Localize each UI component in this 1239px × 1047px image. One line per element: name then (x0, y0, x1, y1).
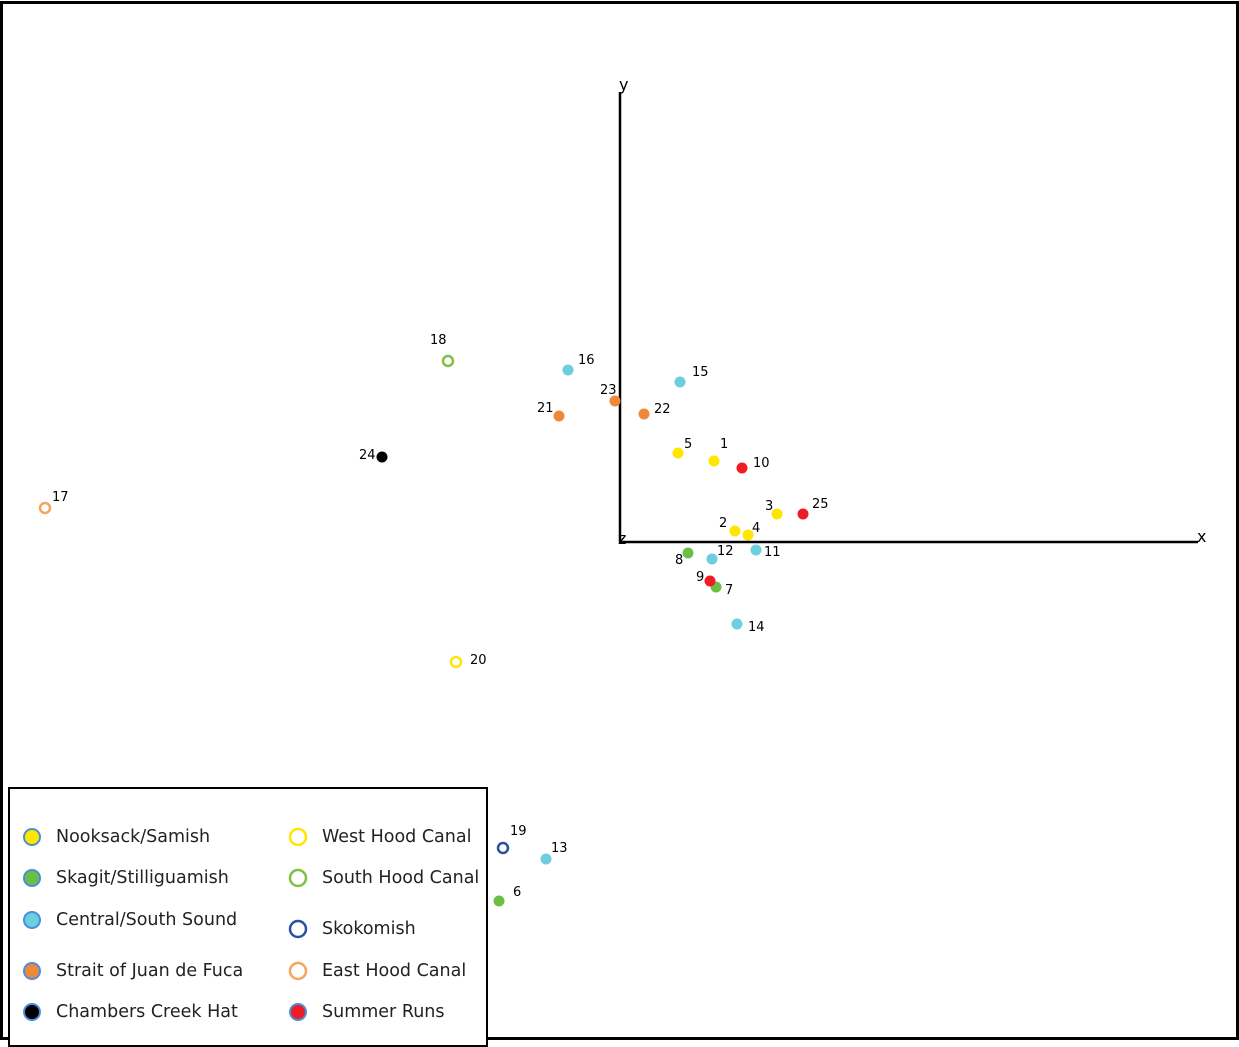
data-point-15 (674, 376, 686, 388)
legend-swatch (288, 919, 308, 939)
axes: y x z (618, 75, 1206, 548)
legend-label: Summer Runs (322, 1002, 445, 1022)
data-point-24 (376, 451, 388, 463)
legend-swatch (288, 961, 308, 981)
data-label-12: 12 (717, 544, 734, 559)
data-label-21: 21 (537, 401, 554, 416)
data-point-12 (706, 553, 718, 565)
data-point-25 (797, 508, 809, 520)
data-point-11 (750, 544, 762, 556)
legend-item: Central/South Sound (22, 908, 237, 932)
data-label-13: 13 (551, 841, 568, 856)
legend-swatch (289, 1003, 307, 1021)
data-point-4 (742, 529, 754, 541)
data-label-24: 24 (359, 448, 376, 463)
legend-item: Chambers Creek Hat (22, 1000, 238, 1024)
data-point-9 (704, 575, 716, 587)
data-label-11: 11 (764, 545, 781, 560)
data-point-17 (38, 501, 52, 515)
data-point-1 (708, 455, 720, 467)
data-label-23: 23 (600, 383, 617, 398)
data-label-4: 4 (752, 521, 760, 536)
legend-swatch (23, 869, 41, 887)
data-label-5: 5 (684, 437, 692, 452)
data-label-16: 16 (578, 353, 595, 368)
legend-swatch (23, 1003, 41, 1021)
data-label-1: 1 (720, 437, 728, 452)
data-point-21 (553, 410, 565, 422)
data-label-10: 10 (753, 456, 770, 471)
data-point-14 (731, 618, 743, 630)
legend-item: Skokomish (288, 917, 416, 941)
legend-label: Nooksack/Samish (56, 827, 211, 847)
data-label-7: 7 (725, 583, 733, 598)
data-label-9: 9 (696, 570, 704, 585)
data-label-14: 14 (748, 620, 765, 635)
legend-label: East Hood Canal (322, 961, 467, 981)
legend-swatch (23, 962, 41, 980)
legend-item: South Hood Canal (288, 866, 479, 890)
data-point-16 (562, 364, 574, 376)
legend-label: Central/South Sound (56, 910, 238, 930)
data-label-2: 2 (719, 516, 727, 531)
data-point-22 (638, 408, 650, 420)
data-label-22: 22 (654, 402, 671, 417)
data-point-3 (771, 508, 783, 520)
legend-label: West Hood Canal (322, 827, 472, 847)
legend-item: Summer Runs (288, 1000, 445, 1024)
legend-swatch (288, 868, 308, 888)
data-point-20 (449, 655, 463, 669)
data-label-17: 17 (52, 490, 69, 505)
data-point-8 (682, 547, 694, 559)
data-label-25: 25 (812, 497, 829, 512)
legend: Nooksack/Samish Skagit/Stilliguamish Centr… (8, 787, 488, 1047)
data-point-18 (441, 354, 455, 368)
legend-swatch (23, 911, 41, 929)
legend-swatch (288, 827, 308, 847)
legend-item: Strait of Juan de Fuca (22, 959, 243, 983)
data-label-3: 3 (765, 499, 773, 514)
data-label-6: 6 (513, 885, 521, 900)
y-axis-label: y (619, 75, 628, 94)
legend-label: Chambers Creek Hat (56, 1002, 238, 1022)
legend-label: Strait of Juan de Fuca (56, 961, 244, 981)
legend-label: South Hood Canal (322, 868, 480, 888)
data-point-19 (496, 841, 510, 855)
data-point-13 (540, 853, 552, 865)
data-label-19: 19 (510, 824, 527, 839)
data-point-2 (729, 525, 741, 537)
legend-item: East Hood Canal (288, 959, 466, 983)
data-point-23 (609, 395, 621, 407)
legend-label: Skokomish (322, 919, 416, 939)
legend-item: Nooksack/Samish (22, 825, 210, 849)
legend-item: West Hood Canal (288, 825, 471, 849)
data-label-15: 15 (692, 365, 709, 380)
data-label-8: 8 (675, 553, 683, 568)
legend-item: Skagit/Stilliguamish (22, 866, 229, 890)
data-point-6 (493, 895, 505, 907)
legend-label: Skagit/Stilliguamish (56, 868, 229, 888)
x-axis-label: x (1197, 527, 1206, 546)
data-point-5 (672, 447, 684, 459)
data-point-10 (736, 462, 748, 474)
legend-swatch (23, 828, 41, 846)
data-label-18: 18 (430, 333, 447, 348)
z-axis-label: z (618, 529, 626, 548)
data-label-20: 20 (470, 653, 487, 668)
